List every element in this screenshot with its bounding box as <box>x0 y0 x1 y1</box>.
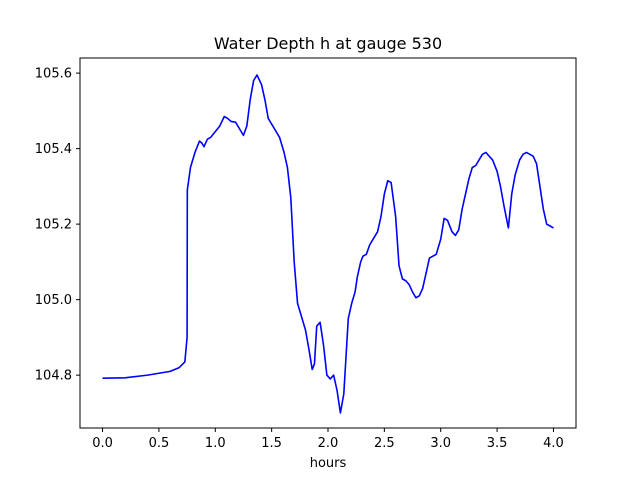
x-tick-label: 2.0 <box>318 436 339 451</box>
series-line <box>102 74 554 414</box>
chart-title: Water Depth h at gauge 530 <box>214 34 442 53</box>
plot-area-frame <box>79 57 577 429</box>
y-tick-label: 105.6 <box>35 67 72 82</box>
x-tick-label: 1.0 <box>205 436 226 451</box>
y-tick-label: 105.0 <box>35 293 72 308</box>
x-axis-label: hours <box>310 456 347 471</box>
x-tick-label: 4.0 <box>543 436 564 451</box>
y-axis: 104.8 105.0 105.2 105.4 105.6 <box>35 67 80 384</box>
x-tick-label: 3.0 <box>430 436 451 451</box>
x-tick-label: 0.5 <box>149 436 170 451</box>
x-tick-label: 3.5 <box>487 436 508 451</box>
y-tick-label: 105.2 <box>35 218 72 233</box>
y-tick-label: 104.8 <box>35 369 72 384</box>
x-axis: 0.0 0.5 1.0 1.5 2.0 2.5 3.0 3.5 4.0 <box>92 428 564 451</box>
y-tick-label: 105.4 <box>35 142 72 157</box>
x-tick-label: 2.5 <box>374 436 395 451</box>
x-tick-label: 1.5 <box>261 436 282 451</box>
x-tick-label: 0.0 <box>92 436 113 451</box>
